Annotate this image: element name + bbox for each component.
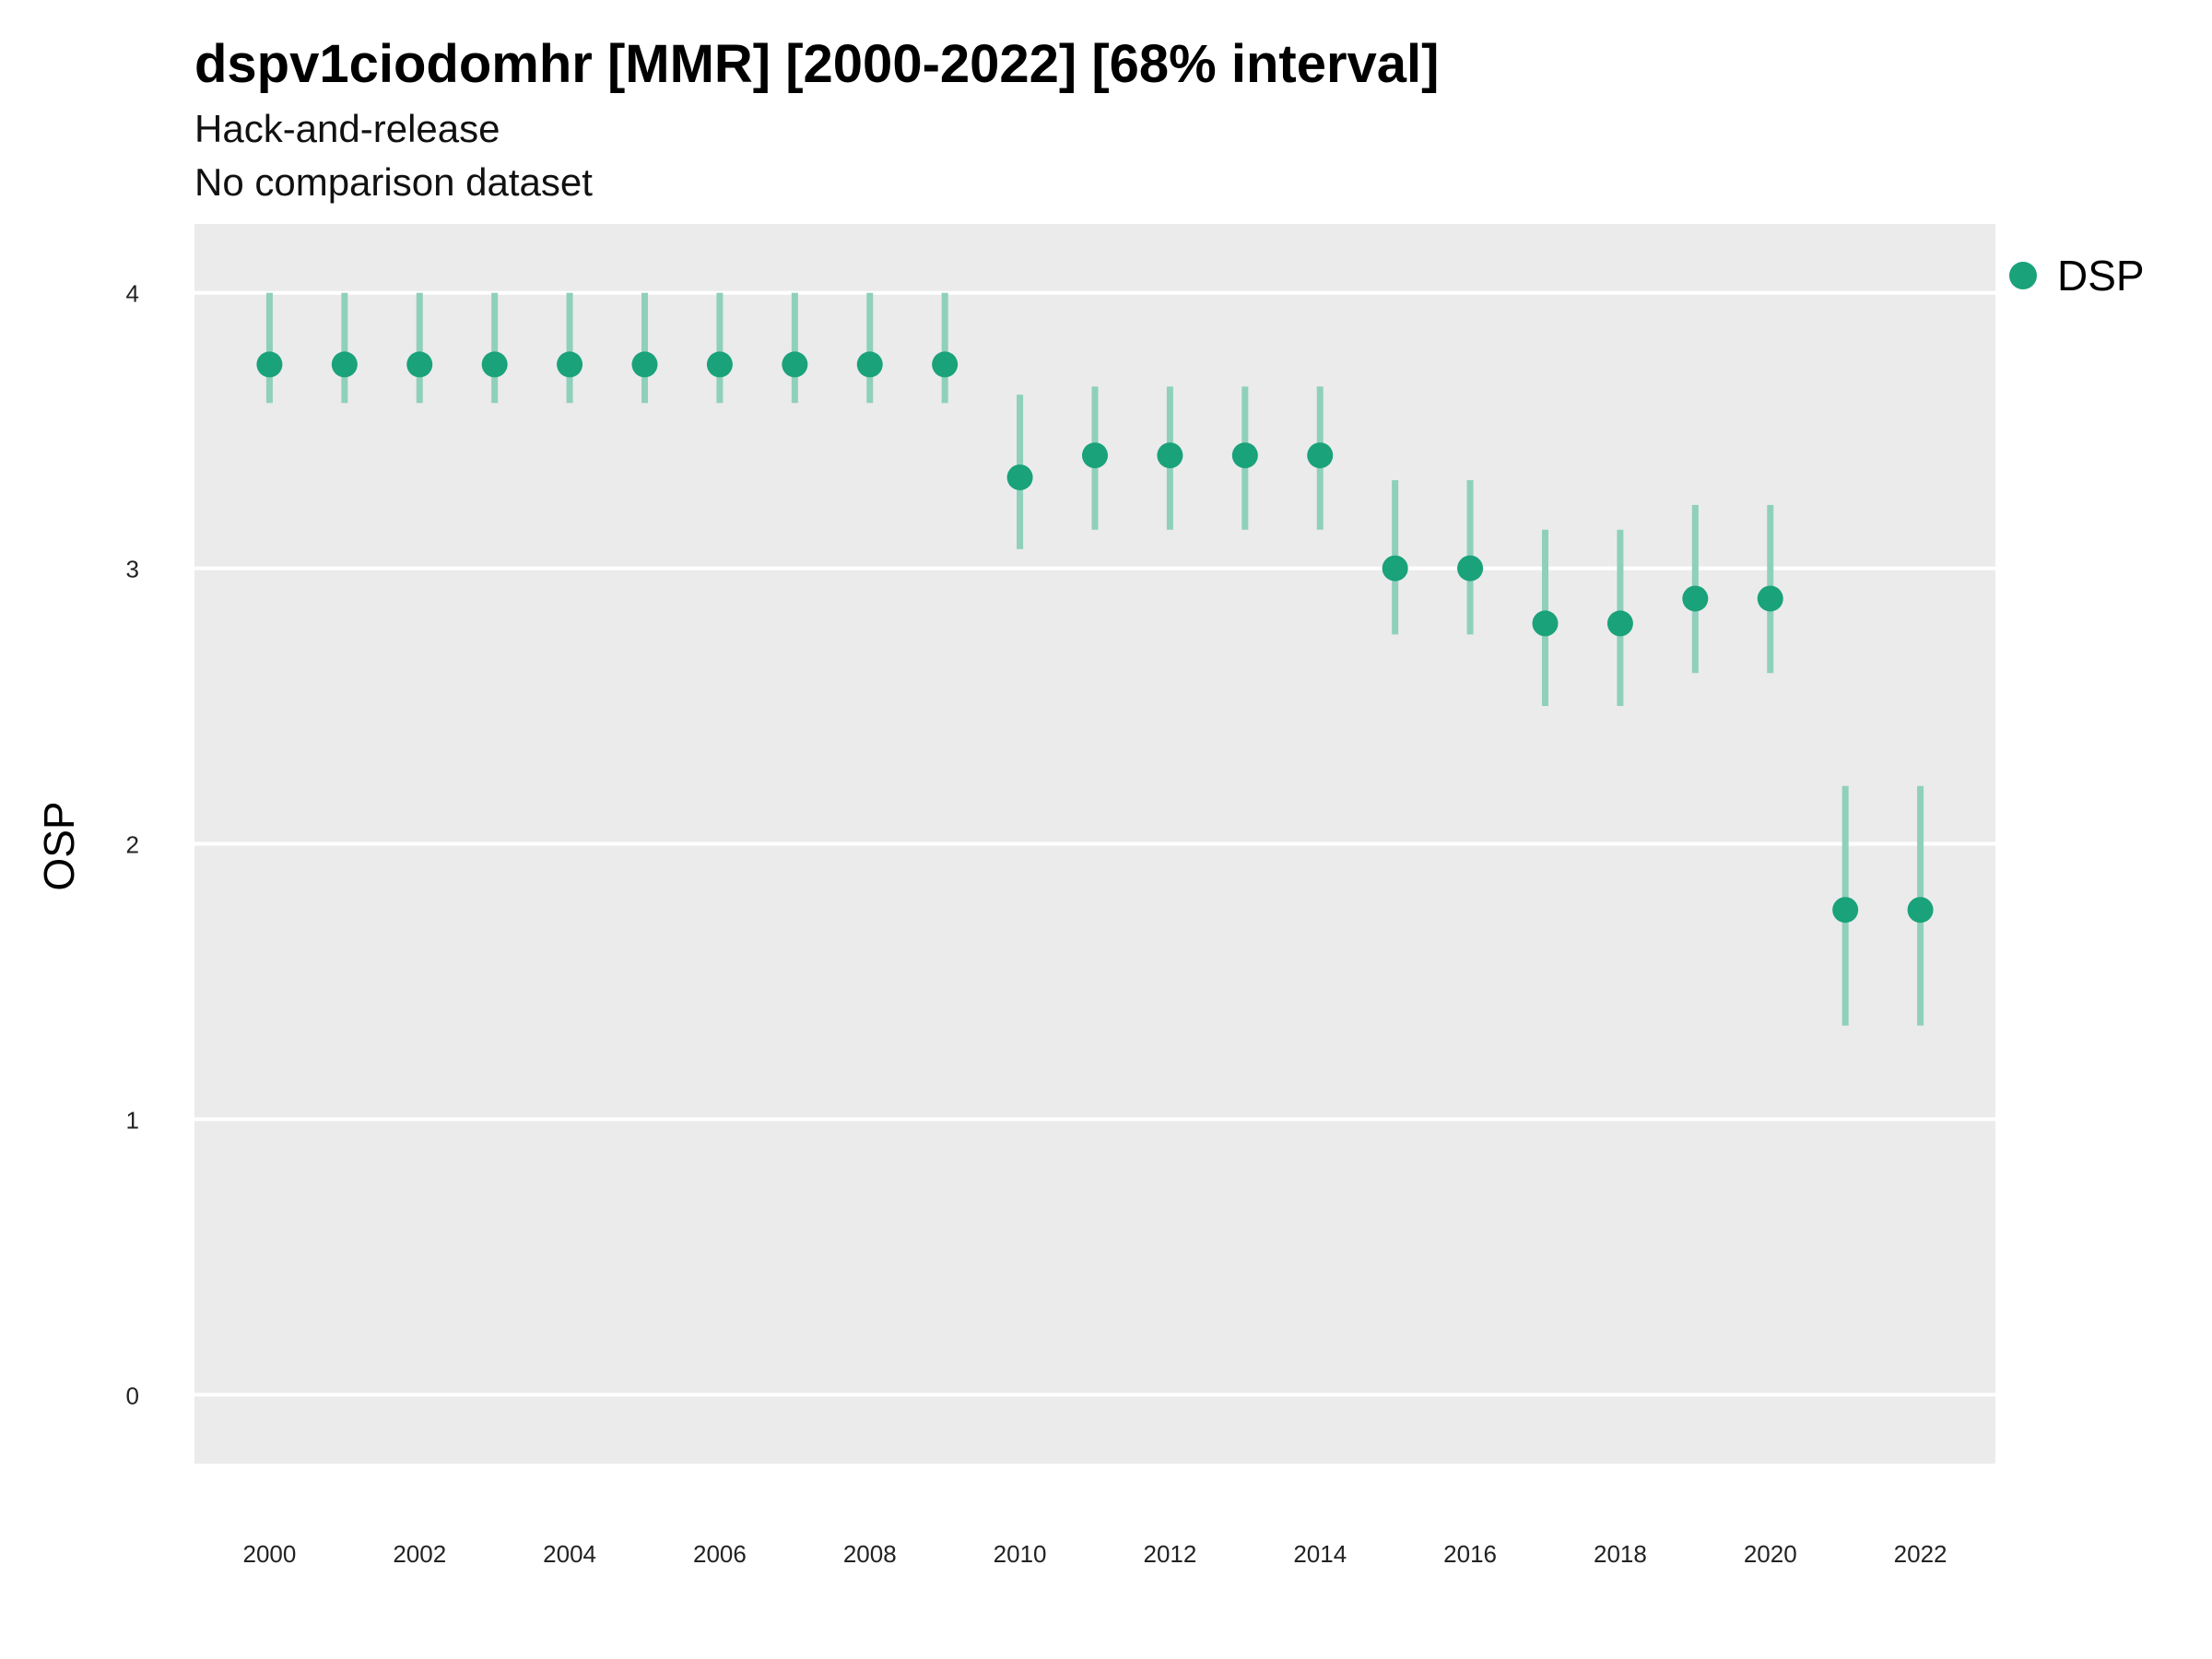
data-point-2009 [932, 351, 959, 378]
y-tick-label-1: 1 [126, 1106, 139, 1134]
data-point-2018 [1606, 610, 1633, 637]
x-tick-label-2000: 2000 [242, 1540, 296, 1568]
data-point-2001 [331, 351, 358, 378]
legend-key-dsp [2009, 262, 2037, 289]
data-point-2020 [1757, 585, 1783, 612]
data-point-2012 [1157, 442, 1183, 469]
chart-subtitle-line-1: Hack-and-release [194, 107, 500, 150]
data-point-2017 [1532, 610, 1559, 637]
data-point-2000 [256, 351, 283, 378]
data-point-2019 [1682, 585, 1709, 612]
data-point-2002 [406, 351, 433, 378]
data-point-2021 [1832, 897, 1859, 924]
data-point-2005 [631, 351, 658, 378]
x-tick-label-2016: 2016 [1443, 1540, 1497, 1568]
data-point-2014 [1307, 442, 1334, 469]
x-tick-label-2004: 2004 [543, 1540, 596, 1568]
data-point-2013 [1231, 442, 1258, 469]
data-point-2007 [782, 351, 808, 378]
data-point-2011 [1082, 442, 1108, 469]
x-tick-label-2010: 2010 [994, 1540, 1047, 1568]
x-tick-labels: 2000 2002 2004 2006 2008 2010 2012 2014 2016 2018… [242, 1540, 1947, 1568]
x-tick-label-2020: 2020 [1744, 1540, 1797, 1568]
x-tick-label-2012: 2012 [1143, 1540, 1196, 1568]
x-tick-label-2002: 2002 [393, 1540, 446, 1568]
x-tick-label-2014: 2014 [1293, 1540, 1347, 1568]
x-tick-label-2008: 2008 [843, 1540, 897, 1568]
y-tick-label-0: 0 [126, 1382, 139, 1409]
y-tick-label-4: 4 [126, 280, 139, 308]
legend: DSP [2009, 251, 2145, 300]
data-point-2016 [1457, 555, 1484, 582]
y-tick-label-3: 3 [126, 556, 139, 583]
y-tick-label-2: 2 [126, 831, 139, 859]
chart-title: dspv1ciodomhr [MMR] [2000-2022] [68% int… [194, 34, 1440, 94]
data-point-2008 [856, 351, 883, 378]
legend-label-dsp: DSP [2057, 252, 2145, 300]
chart-subtitle-line-2: No comparison dataset [194, 160, 593, 204]
data-point-2022 [1907, 897, 1934, 924]
y-axis-label: OSP [35, 801, 83, 890]
x-tick-label-2018: 2018 [1594, 1540, 1647, 1568]
data-point-2006 [706, 351, 733, 378]
data-point-2015 [1382, 555, 1408, 582]
data-point-2003 [481, 351, 508, 378]
data-points [256, 351, 1934, 924]
x-tick-label-2006: 2006 [693, 1540, 747, 1568]
x-tick-label-2022: 2022 [1894, 1540, 1947, 1568]
data-point-2004 [557, 351, 583, 378]
y-tick-labels: 0 1 2 3 4 [126, 280, 139, 1410]
data-point-2010 [1006, 464, 1033, 490]
